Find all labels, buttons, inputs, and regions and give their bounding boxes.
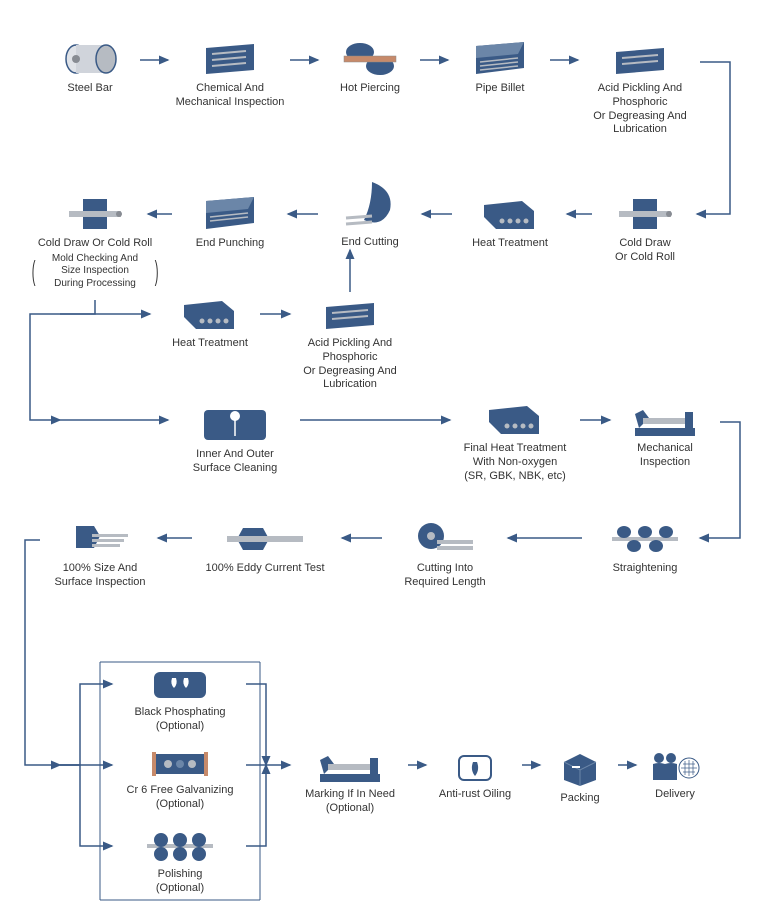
stage-label: End Cutting — [341, 236, 398, 248]
marking-icon — [318, 750, 382, 784]
stage-cold-draw-2: Cold Draw Or Cold Roll ( Mold Checking A… — [25, 195, 165, 290]
stage-label: End Punching — [196, 237, 265, 249]
stage-label: Acid Pickling AndPhosphoricOr Degreasing… — [593, 82, 687, 135]
stage-label: Cold Draw Or Cold Roll — [38, 237, 152, 249]
polishing-icon — [145, 830, 215, 864]
stage-end-cutting: End Cutting — [320, 180, 420, 250]
stage-chemical-mechanical: Chemical AndMechanical Inspection — [170, 40, 290, 110]
stage-label: Heat Treatment — [472, 237, 548, 249]
oiling-icon — [453, 750, 497, 784]
stage-sublabel-wrapper: ( Mold Checking AndSize InspectionDuring… — [25, 253, 165, 291]
stage-label: Black Phosphating(Optional) — [134, 706, 225, 732]
stage-hot-piercing: Hot Piercing — [320, 40, 420, 96]
stage-label: 100% Eddy Current Test — [205, 562, 324, 574]
delivery-icon — [649, 750, 701, 784]
end-punch-icon — [202, 195, 258, 233]
hot-piercing-icon — [342, 40, 398, 78]
stage-acid-pickling-1: Acid Pickling AndPhosphoricOr Degreasing… — [580, 40, 700, 137]
stage-steel-bar: Steel Bar — [40, 40, 140, 96]
heat-treat-icon — [487, 400, 543, 438]
surface-clean-icon — [200, 400, 270, 444]
stage-label: Cr 6 Free Galvanizing(Optional) — [127, 784, 234, 810]
stage-label: Marking If In Need(Optional) — [305, 788, 395, 814]
eddy-test-icon — [225, 520, 305, 558]
machine-icon — [633, 400, 697, 438]
cold-draw-icon — [617, 195, 673, 233]
stage-galvanizing: Cr 6 Free Galvanizing(Optional) — [115, 748, 245, 812]
heat-treat-icon — [482, 195, 538, 233]
steel-bar-icon — [62, 40, 118, 78]
cutting-icon — [415, 520, 475, 558]
stage-label: Inner And OuterSurface Cleaning — [193, 448, 277, 474]
stage-delivery: Delivery — [635, 750, 715, 802]
stage-end-punching: End Punching — [175, 195, 285, 251]
stage-label: Delivery — [655, 788, 695, 800]
stage-label: Pipe Billet — [476, 82, 525, 94]
stage-label: Acid Pickling AndPhosphoricOr Degreasing… — [303, 337, 397, 390]
stage-label: Chemical AndMechanical Inspection — [176, 82, 285, 108]
stage-final-heat: Final Heat TreatmentWith Non-oxygen(SR, … — [445, 400, 585, 483]
stage-eddy-current: 100% Eddy Current Test — [190, 520, 340, 576]
stage-mechanical-inspection: MechanicalInspection — [610, 400, 720, 470]
end-cutting-icon — [342, 180, 398, 232]
stage-cutting-length: Cutting IntoRequired Length — [385, 520, 505, 590]
stage-label: Heat Treatment — [172, 337, 248, 349]
stage-straightening: Straightening — [585, 520, 705, 576]
stage-acid-pickling-2: Acid Pickling AndPhosphoricOr Degreasing… — [285, 295, 415, 392]
stage-anti-rust: Anti-rust Oiling — [425, 750, 525, 802]
stage-polishing: Polishing(Optional) — [115, 830, 245, 896]
stage-sublabel: Mold Checking AndSize InspectionDuring P… — [40, 253, 150, 291]
stage-marking: Marking If In Need(Optional) — [290, 750, 410, 816]
stage-packing: Packing — [540, 750, 620, 806]
size-inspect-icon — [70, 520, 130, 558]
phosphating-icon — [150, 668, 210, 702]
stage-label: Steel Bar — [67, 82, 112, 94]
stage-label: Cold DrawOr Cold Roll — [615, 237, 675, 263]
stage-label: 100% Size AndSurface Inspection — [54, 562, 145, 588]
inspection-plate-icon — [202, 40, 258, 78]
stage-black-phosphating: Black Phosphating(Optional) — [115, 668, 245, 734]
straightening-icon — [610, 520, 680, 558]
stage-label: MechanicalInspection — [637, 442, 693, 468]
stage-label: Cutting IntoRequired Length — [404, 562, 485, 588]
stage-label: Packing — [560, 792, 599, 804]
stage-size-surface-inspection: 100% Size AndSurface Inspection — [40, 520, 160, 590]
cold-draw-icon — [67, 195, 123, 233]
stage-surface-cleaning: Inner And OuterSurface Cleaning — [170, 400, 300, 476]
stage-pipe-billet: Pipe Billet — [450, 40, 550, 96]
pipe-billet-icon — [472, 40, 528, 78]
acid-tray-icon — [612, 40, 668, 78]
stage-label: Straightening — [613, 562, 678, 574]
packing-icon — [558, 750, 602, 788]
stage-label: Final Heat TreatmentWith Non-oxygen(SR, … — [464, 442, 567, 482]
acid-tray-icon — [322, 295, 378, 333]
stage-cold-draw-1: Cold DrawOr Cold Roll — [595, 195, 695, 265]
stage-heat-treatment-2: Heat Treatment — [155, 295, 265, 351]
heat-treat-icon — [182, 295, 238, 333]
stage-label: Hot Piercing — [340, 82, 400, 94]
stage-label: Anti-rust Oiling — [439, 788, 511, 800]
stage-label: Polishing(Optional) — [156, 868, 204, 894]
galvanize-icon — [150, 748, 210, 780]
stage-heat-treatment-1: Heat Treatment — [455, 195, 565, 251]
